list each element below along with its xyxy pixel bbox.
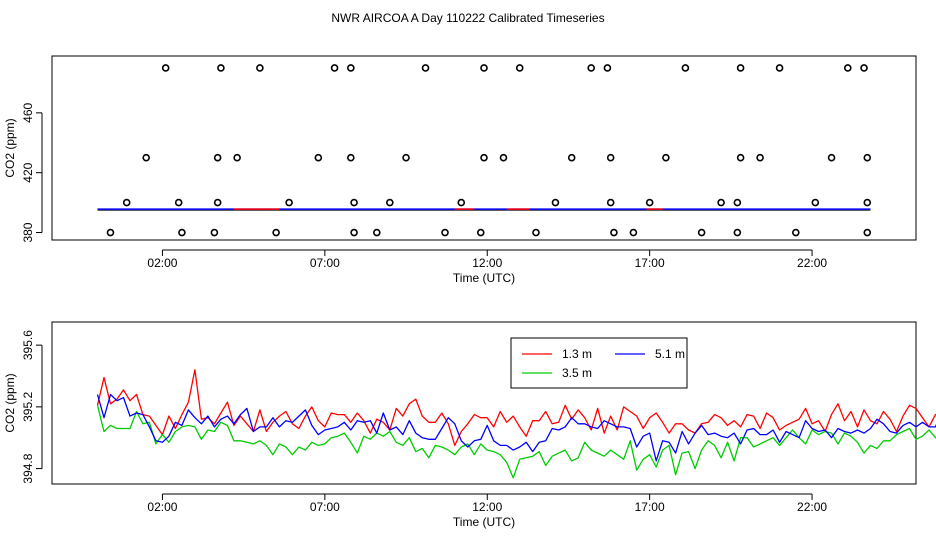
outlier-point xyxy=(106,228,115,237)
outlier-point xyxy=(256,64,264,72)
outlier-point xyxy=(863,228,872,237)
outlier-point xyxy=(347,64,355,72)
x-tick-label: 12:00 xyxy=(472,500,502,514)
outlier-point xyxy=(629,228,638,237)
x-axis-label: Time (UTC) xyxy=(453,515,515,529)
outlier-point xyxy=(330,64,339,72)
y-tick-label: 394.8 xyxy=(21,453,35,483)
outlier-point xyxy=(272,228,280,237)
y-tick-label: 460 xyxy=(21,103,35,123)
x-tick-label: 17:00 xyxy=(635,500,665,514)
outlier-point xyxy=(213,198,222,207)
x-tick-label: 12:00 xyxy=(472,256,502,270)
x-tick-label: 22:00 xyxy=(797,500,827,514)
series-line-51m xyxy=(96,393,936,462)
outlier-point xyxy=(645,198,654,207)
outlier-point xyxy=(587,64,595,72)
outlier-point xyxy=(174,198,183,207)
outlier-point xyxy=(610,228,618,237)
outlier-point xyxy=(697,228,706,237)
outlier-point xyxy=(733,228,742,237)
x-tick-label: 07:00 xyxy=(310,500,340,514)
outlier-point xyxy=(480,153,488,162)
outlier-point xyxy=(532,228,540,237)
outlier-point xyxy=(373,228,381,237)
x-axis-label: Time (UTC) xyxy=(453,271,515,285)
outlier-point xyxy=(233,153,241,162)
plot-frame xyxy=(51,321,917,485)
legend-label: 1.3 m xyxy=(562,347,592,361)
x-tick-label: 17:00 xyxy=(635,256,665,270)
x-tick-label: 07:00 xyxy=(310,256,340,270)
series-line-35m xyxy=(96,405,936,479)
y-tick-label: 380 xyxy=(21,222,35,242)
outlier-point xyxy=(863,198,872,207)
outlier-point xyxy=(717,198,725,207)
outlier-point xyxy=(827,153,836,162)
outlier-point xyxy=(662,153,670,162)
y-axis-label: CO2 (ppm) xyxy=(3,118,17,177)
outlier-point xyxy=(476,228,485,237)
outlier-point xyxy=(811,198,820,207)
y-tick-label: 395.6 xyxy=(21,330,35,360)
outlier-point xyxy=(606,198,615,207)
outlier-point xyxy=(441,228,449,237)
outlier-point xyxy=(681,64,690,72)
outlier-point xyxy=(350,228,358,237)
outlier-point xyxy=(843,64,852,72)
outlier-point xyxy=(402,153,410,162)
outlier-point xyxy=(457,198,466,207)
plot-frame xyxy=(51,55,917,241)
legend-label: 5.1 m xyxy=(655,347,685,361)
y-axis-label: CO2 (ppm) xyxy=(3,373,17,432)
y-tick-label: 395.2 xyxy=(21,392,35,422)
outlier-point xyxy=(217,64,225,72)
outlier-point xyxy=(515,64,524,72)
legend-label: 3.5 m xyxy=(562,366,592,380)
outlier-point xyxy=(213,153,222,162)
outlier-point xyxy=(736,64,745,72)
outlier-point xyxy=(775,64,784,72)
legend-box xyxy=(510,337,688,389)
outlier-point xyxy=(210,228,219,237)
bottom-panel: 02:00 07:00 12:00 17:00 22:00 Time (UTC) 394.8… xyxy=(3,321,936,529)
x-tick-label: 02:00 xyxy=(147,256,177,270)
outlier-point xyxy=(792,228,800,237)
outlier-point xyxy=(386,198,394,207)
series-line-13m xyxy=(96,369,936,447)
chart-title: NWR AIRCOA A Day 110222 Calibrated Times… xyxy=(331,11,604,25)
outlier-point xyxy=(860,64,868,72)
outlier-point xyxy=(551,198,560,207)
outlier-point xyxy=(161,64,170,72)
y-tick-label: 420 xyxy=(21,162,35,182)
outlier-point xyxy=(606,153,615,162)
outlier-point xyxy=(314,153,323,162)
outlier-point xyxy=(736,153,745,162)
outlier-point xyxy=(350,198,358,207)
outlier-point xyxy=(567,153,576,162)
outlier-point xyxy=(421,64,430,72)
legend: 1.3 m 5.1 m 3.5 m xyxy=(510,337,688,389)
outlier-point xyxy=(756,153,764,162)
outlier-point xyxy=(142,153,150,162)
outlier-point xyxy=(499,153,508,162)
x-tick-label: 02:00 xyxy=(147,500,177,514)
top-panel: 02:00 07:00 12:00 17:00 22:00 Time (UTC) 380 42… xyxy=(3,55,917,285)
outlier-point xyxy=(603,64,612,72)
outlier-point xyxy=(347,153,355,162)
outlier-point xyxy=(480,64,488,72)
outlier-point xyxy=(178,228,186,237)
outlier-point xyxy=(733,198,742,207)
outlier-point xyxy=(863,153,872,162)
x-tick-label: 22:00 xyxy=(797,256,827,270)
outlier-point xyxy=(285,198,293,207)
outlier-point xyxy=(122,198,131,207)
